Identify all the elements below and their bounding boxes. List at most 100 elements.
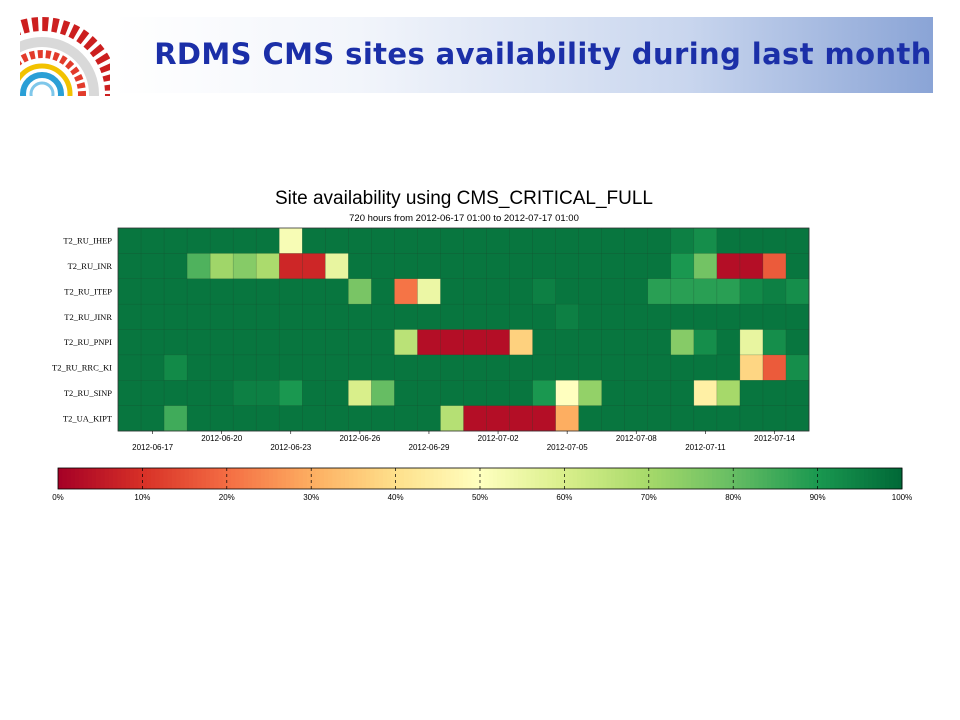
heatmap-cell bbox=[279, 354, 303, 381]
heatmap-cell bbox=[463, 405, 487, 432]
colorbar-segment bbox=[897, 468, 903, 489]
heatmap-cell bbox=[716, 405, 741, 432]
colorbar-segment bbox=[691, 468, 696, 489]
cms-logo-icon bbox=[20, 17, 110, 96]
heatmap-cell bbox=[555, 228, 579, 254]
colorbar-segment bbox=[108, 468, 114, 489]
colorbar-segment bbox=[653, 468, 658, 489]
row-label: T2_RU_INR bbox=[68, 261, 113, 271]
heatmap-cell bbox=[486, 329, 510, 356]
heatmap-cell bbox=[509, 228, 533, 254]
colorbar-segment bbox=[838, 468, 844, 489]
heatmap-cell bbox=[417, 354, 441, 381]
heatmap-cell bbox=[141, 253, 165, 280]
colorbar-segment bbox=[366, 468, 371, 489]
heatmap-cell bbox=[624, 405, 649, 432]
x-tick-label: 2012-07-05 bbox=[547, 443, 588, 452]
colorbar-segment bbox=[703, 468, 709, 489]
heatmap-cell bbox=[394, 354, 418, 381]
colorbar-segment bbox=[480, 468, 485, 489]
heatmap-cell bbox=[601, 278, 626, 305]
colorbar-segment bbox=[382, 468, 388, 489]
colorbar-segment bbox=[682, 468, 688, 489]
heatmap-cell bbox=[302, 380, 326, 406]
colorbar-segment bbox=[197, 468, 202, 489]
heatmap-cell bbox=[509, 278, 533, 305]
heatmap-cell bbox=[693, 278, 718, 305]
colorbar-segment bbox=[855, 468, 861, 489]
heatmap-cell bbox=[371, 329, 395, 356]
colorbar-segment bbox=[572, 468, 578, 489]
heatmap-cell bbox=[394, 278, 418, 305]
heatmap-cell bbox=[670, 354, 695, 381]
heatmap-cell bbox=[187, 329, 211, 356]
heatmap-cell bbox=[762, 228, 787, 254]
colorbar-segment bbox=[302, 468, 308, 489]
colorbar-tick-label: 50% bbox=[472, 493, 488, 502]
heatmap-cell bbox=[739, 228, 764, 254]
heatmap-cell bbox=[670, 380, 695, 406]
colorbar-segment bbox=[758, 468, 764, 489]
heatmap-cell bbox=[256, 329, 280, 356]
heatmap-cell bbox=[647, 380, 672, 406]
heatmap-cell bbox=[187, 380, 211, 406]
x-tick-label: 2012-06-23 bbox=[270, 443, 311, 452]
heatmap-cell bbox=[302, 278, 326, 305]
chart-subtitle: 720 hours from 2012-06-17 01:00 to 2012-… bbox=[349, 213, 579, 224]
colorbar-segment bbox=[513, 468, 519, 489]
heatmap-cell bbox=[302, 354, 326, 381]
heatmap-cell bbox=[670, 329, 695, 356]
heatmap-cell bbox=[417, 278, 441, 305]
heatmap-cell bbox=[164, 329, 188, 356]
heatmap-cell bbox=[417, 405, 441, 432]
heatmap-cell bbox=[670, 405, 695, 432]
heatmap-cell bbox=[624, 304, 649, 330]
heatmap-cell bbox=[555, 354, 579, 381]
heatmap-cell bbox=[325, 329, 349, 356]
heatmap-cell bbox=[394, 304, 418, 330]
heatmap-cell bbox=[325, 278, 349, 305]
colorbar-segment bbox=[847, 468, 852, 489]
colorbar-segment bbox=[762, 468, 768, 489]
heatmap-cell bbox=[440, 228, 464, 254]
colorbar-segment bbox=[851, 468, 857, 489]
heatmap-cell bbox=[532, 354, 556, 381]
colorbar-tick-label: 40% bbox=[388, 493, 404, 502]
heatmap-cell bbox=[578, 405, 602, 432]
heatmap-cell bbox=[739, 253, 764, 280]
colorbar-segment bbox=[889, 468, 895, 489]
colorbar-segment bbox=[585, 468, 591, 489]
colorbar-segment bbox=[239, 468, 245, 489]
heatmap-cell bbox=[210, 253, 234, 280]
colorbar-segment bbox=[555, 468, 561, 489]
heatmap-cell bbox=[394, 380, 418, 406]
slide-title: RDMS CMS sites availability during last … bbox=[154, 37, 932, 71]
colorbar-segment bbox=[298, 468, 304, 489]
colorbar-segment bbox=[138, 468, 143, 489]
heatmap-cell bbox=[417, 304, 441, 330]
colorbar-segment bbox=[378, 468, 384, 489]
colorbar-segment bbox=[678, 468, 684, 489]
heatmap-cell bbox=[348, 253, 372, 280]
colorbar-tick-label: 100% bbox=[892, 493, 912, 502]
colorbar-segment bbox=[471, 468, 477, 489]
heatmap-cell bbox=[302, 253, 326, 280]
colorbar-segment bbox=[214, 468, 219, 489]
heatmap-cell bbox=[486, 228, 510, 254]
colorbar-segment bbox=[733, 468, 738, 489]
heatmap-cell bbox=[118, 278, 142, 305]
heatmap-cell bbox=[118, 329, 142, 356]
heatmap-cell bbox=[164, 380, 188, 406]
colorbar-segment bbox=[83, 468, 89, 489]
heatmap-cell bbox=[486, 405, 510, 432]
heatmap-cell bbox=[325, 354, 349, 381]
colorbar-segment bbox=[488, 468, 494, 489]
heatmap-cell bbox=[210, 380, 234, 406]
heatmap-cell bbox=[256, 354, 280, 381]
heatmap-cell bbox=[164, 278, 188, 305]
colorbar-segment bbox=[205, 468, 211, 489]
heatmap-cell bbox=[624, 228, 649, 254]
colorbar-segment bbox=[62, 468, 67, 489]
heatmap-cells bbox=[117, 227, 810, 432]
colorbar-segment bbox=[243, 468, 249, 489]
